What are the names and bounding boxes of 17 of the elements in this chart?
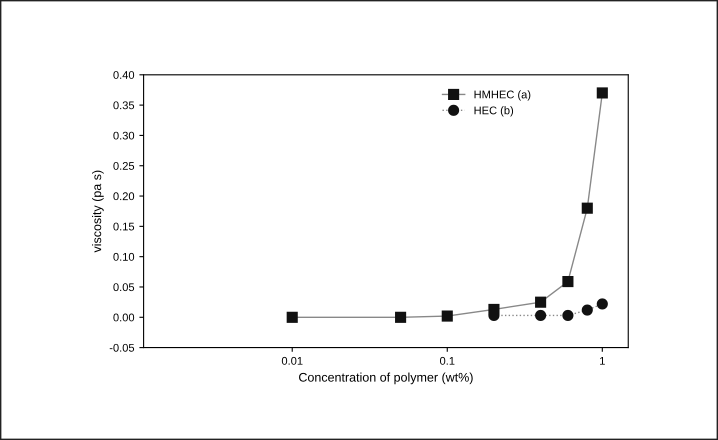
y-axis-title: viscosity (pa s) xyxy=(92,170,104,252)
legend-label: HEC (b) xyxy=(474,106,514,117)
y-tick-label: 0.25 xyxy=(113,162,134,170)
y-tick-label: 0.15 xyxy=(113,222,134,230)
x-axis-title: Concentration of polymer (wt%) xyxy=(299,372,473,384)
legend-label: HMHEC (a) xyxy=(474,90,530,101)
y-tick-label: 0.20 xyxy=(113,192,134,200)
y-tick-label: 0.10 xyxy=(113,252,134,261)
y-tick-label: -0.05 xyxy=(110,344,134,352)
y-tick-label: 0.30 xyxy=(113,132,134,140)
y-tick-label: 0.05 xyxy=(113,283,134,292)
x-tick-label: 0.01 xyxy=(282,356,302,365)
y-tick-label: 0.40 xyxy=(113,71,134,79)
x-tick-label: 0.1 xyxy=(440,356,454,365)
y-tick-label: 0.35 xyxy=(113,101,134,110)
y-tick-label: 0.00 xyxy=(113,314,134,322)
x-tick-label: 1 xyxy=(600,357,605,365)
